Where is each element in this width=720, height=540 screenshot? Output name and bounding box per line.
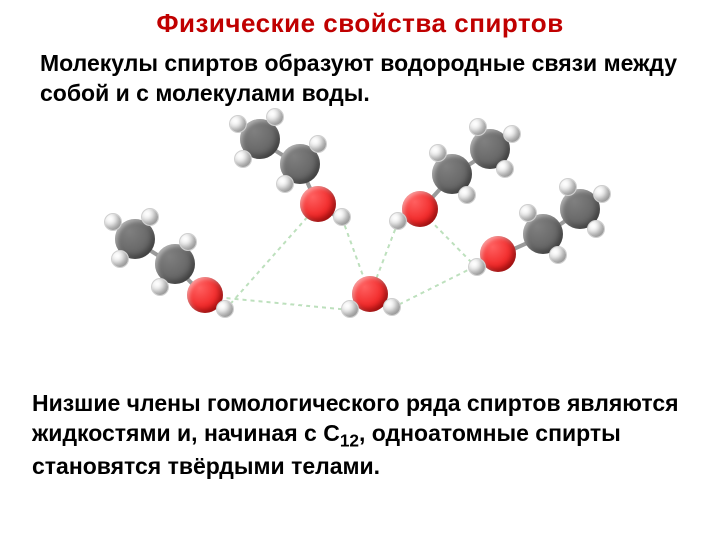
oxygen-atom — [300, 186, 336, 222]
conclusion-paragraph: Низшие члены гомологического ряда спирто… — [0, 389, 720, 482]
hydrogen-atom — [341, 300, 359, 318]
hydrogen-atom — [383, 298, 401, 316]
hydrogen-atom — [266, 108, 284, 126]
hydrogen-atom — [389, 212, 407, 230]
hydrogen-atom — [503, 125, 521, 143]
hydrogen-atom — [234, 150, 252, 168]
hydrogen-atom — [141, 208, 159, 226]
hydrogen-atom — [519, 204, 537, 222]
hydrogen-atom — [468, 258, 486, 276]
hydrogen-atom — [229, 115, 247, 133]
hydrogen-atom — [216, 300, 234, 318]
oxygen-atom — [402, 191, 438, 227]
hydrogen-atom — [333, 208, 351, 226]
hydrogen-atom — [429, 144, 447, 162]
hydrogen-atom — [587, 220, 605, 238]
hydrogen-atom — [104, 213, 122, 231]
hydrogen-atom — [309, 135, 327, 153]
hydrogen-atom — [458, 186, 476, 204]
hydrogen-bond — [224, 204, 318, 310]
hydrogen-atom — [559, 178, 577, 196]
molecule-diagram — [0, 109, 720, 389]
intro-text: Молекулы спиртов образуют водородные свя… — [40, 50, 677, 106]
hydrogen-atom — [111, 250, 129, 268]
hydrogen-atom — [179, 233, 197, 251]
conclusion-sub: 12 — [340, 430, 359, 450]
hydrogen-atom — [593, 185, 611, 203]
hydrogen-atom — [276, 175, 294, 193]
hydrogen-atom — [496, 160, 514, 178]
title-text: Физические свойства спиртов — [156, 8, 563, 38]
intro-paragraph: Молекулы спиртов образуют водородные свя… — [0, 39, 720, 109]
hydrogen-atom — [469, 118, 487, 136]
hydrogen-atom — [151, 278, 169, 296]
slide-title: Физические свойства спиртов — [0, 0, 720, 39]
hydrogen-atom — [549, 246, 567, 264]
